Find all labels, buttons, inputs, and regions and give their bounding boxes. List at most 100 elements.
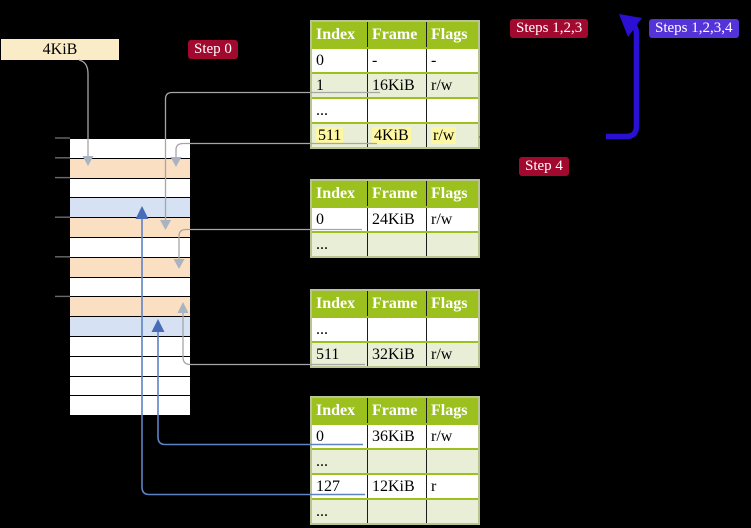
table-row: 511 4KiB r/w [312, 122, 478, 147]
page-table-l1: Index Frame Flags 0 36KiB r/w... 127 12KiB r... [310, 396, 480, 525]
cell-value: 0 [316, 52, 324, 69]
cell-value: r/w [431, 428, 453, 445]
cell-value: 1 [316, 77, 324, 94]
steps-flow-arrow [606, 14, 642, 140]
table-cell: ... [312, 318, 367, 341]
memory-row-white [70, 237, 190, 258]
memory-row-orange [70, 158, 190, 179]
cell-value: r/w [431, 211, 453, 228]
table-cell: r/w [426, 74, 476, 97]
column-header-frame: Frame [367, 291, 426, 316]
table-cell: - [367, 49, 426, 72]
table-cell [367, 99, 426, 122]
table-cell: 4KiB [367, 124, 426, 147]
cell-value: 12KiB [372, 478, 415, 495]
table-row: 0 36KiB r/w [312, 423, 478, 448]
table-cell: 127 [312, 475, 367, 498]
table-cell: ... [312, 450, 367, 473]
table-cell: r/w [426, 208, 476, 231]
table-row: 511 32KiB r/w [312, 341, 478, 366]
memory-row-white [70, 376, 190, 397]
cell-value: r/w [431, 77, 453, 94]
steps1234-label: Steps 1,2,3,4 [649, 19, 739, 38]
column-header-index: Index [316, 26, 356, 43]
memory-row-orange [70, 297, 190, 318]
cell-value: 0 [316, 211, 324, 228]
cell-value: 511 [316, 127, 344, 144]
step4-label: Step 4 [519, 157, 569, 176]
column-header-index: Index [316, 402, 356, 419]
table-row: ... [312, 498, 478, 523]
table-cell [426, 99, 476, 122]
table-cell [367, 233, 426, 256]
table-cell: r/w [426, 425, 476, 448]
cell-value: r/w [431, 346, 453, 363]
steps123-label: Steps 1,2,3 [510, 19, 589, 38]
cell-value: - [431, 52, 437, 69]
cell-value: r/w [431, 127, 457, 144]
memory-row-blue [70, 198, 190, 219]
column-header-flags: Flags [426, 22, 476, 47]
cell-value: 32KiB [372, 346, 415, 363]
table-cell: 511 [312, 343, 367, 366]
memory-row-white [70, 336, 190, 357]
table-row: 127 12KiB r [312, 473, 478, 498]
table-header-row: Index Frame Flags [312, 291, 478, 316]
table-cell: - [426, 49, 476, 72]
table-cell [426, 450, 476, 473]
memory-row-white [70, 396, 190, 417]
black-arrowhead [479, 132, 488, 142]
memory-row-white [70, 356, 190, 377]
table-row: 0 24KiB r/w [312, 206, 478, 231]
memory-row-white [70, 139, 190, 159]
table-row: ... [312, 316, 478, 341]
table-cell: 12KiB [367, 475, 426, 498]
memory-row-white [70, 178, 190, 199]
table-cell [426, 318, 476, 341]
memory-row-orange [70, 257, 190, 278]
table-header-row: Index Frame Flags [312, 398, 478, 423]
table-row: ... [312, 448, 478, 473]
table-cell: 16KiB [367, 74, 426, 97]
step0-label: Step 0 [188, 40, 238, 59]
cell-value: ... [316, 503, 328, 520]
cell-value: - [372, 52, 378, 69]
table-cell: ... [312, 500, 367, 523]
cell-value: 511 [316, 346, 340, 363]
cell-value: ... [316, 453, 328, 470]
cell-value: 36KiB [372, 428, 415, 445]
page-table-l2: Index Frame Flags... 511 32KiB r/w [310, 289, 480, 368]
cell-value: 127 [316, 478, 340, 495]
cell-value: 16KiB [372, 77, 415, 94]
column-header-index: Index [316, 295, 356, 312]
column-header-frame: Frame [367, 22, 426, 47]
memory-row-blue [70, 317, 190, 337]
table-row: 1 16KiB r/w [312, 72, 478, 97]
table-header-row: Index Frame Flags [312, 22, 478, 47]
table-row: 0 - - [312, 47, 478, 72]
cell-value: 0 [316, 428, 324, 445]
page-table-l3: Index Frame Flags 0 24KiB r/w... [310, 179, 480, 258]
column-header-frame: Frame [367, 398, 426, 423]
table-cell: 0 [312, 425, 367, 448]
cell-value: ... [316, 236, 328, 253]
table-cell [367, 318, 426, 341]
table-cell [426, 233, 476, 256]
column-header-flags: Flags [426, 398, 476, 423]
table-cell: 32KiB [367, 343, 426, 366]
table-row: ... [312, 97, 478, 122]
cell-value: ... [316, 321, 328, 338]
table-cell: r/w [426, 343, 476, 366]
table-cell: 24KiB [367, 208, 426, 231]
memory-strip [70, 138, 190, 417]
table-cell: 0 [312, 49, 367, 72]
table-cell: 0 [312, 208, 367, 231]
cell-value: 24KiB [372, 211, 415, 228]
table-cell: 1 [312, 74, 367, 97]
table-cell [367, 500, 426, 523]
page-table-l4: Index Frame Flags 0 - - 1 16KiB r/w... 511 4KiB r/w [310, 20, 480, 149]
memory-row-orange [70, 218, 190, 238]
strip-tick-marks [55, 137, 70, 298]
column-header-frame: Frame [367, 181, 426, 206]
table-row: ... [312, 231, 478, 256]
